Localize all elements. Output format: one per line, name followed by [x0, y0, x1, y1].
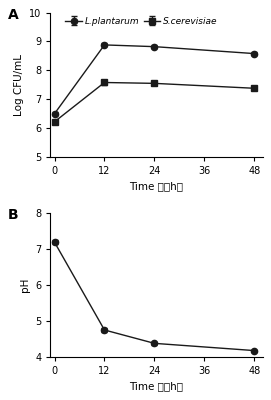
Legend: L.plantarum, S.cerevisiae: L.plantarum, S.cerevisiae — [66, 17, 217, 26]
Text: A: A — [8, 8, 19, 22]
X-axis label: Time 　（h）: Time （h） — [130, 382, 183, 392]
X-axis label: Time 　（h）: Time （h） — [130, 182, 183, 192]
Y-axis label: Log CFU/mL: Log CFU/mL — [14, 54, 24, 116]
Y-axis label: pH: pH — [20, 278, 30, 292]
Text: B: B — [8, 208, 18, 222]
